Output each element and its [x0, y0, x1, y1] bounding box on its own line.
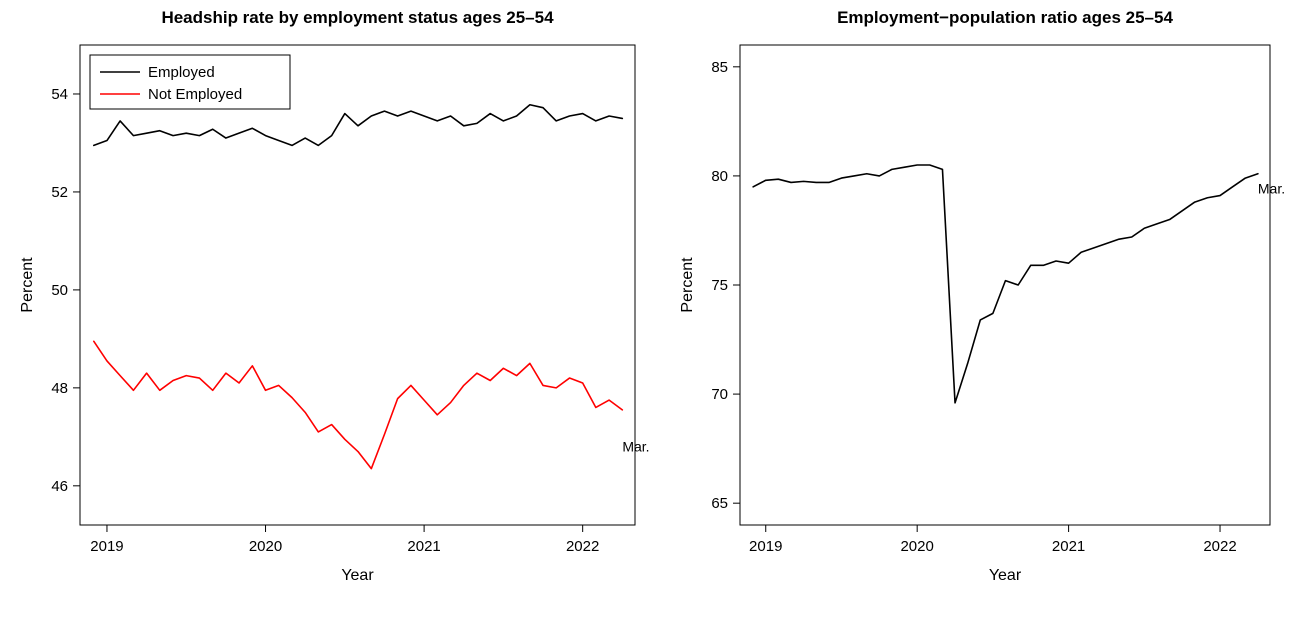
x-tick-label: 2020	[249, 538, 282, 555]
left-panel: 2019 2020 2021 2022 46 48 50 52 54 Headship rat…	[19, 8, 650, 584]
x-tick-label: 2019	[90, 538, 123, 555]
left-series-lines	[94, 105, 623, 469]
y-tick-label: 75	[711, 277, 728, 294]
right-x-ticks: 2019 2020 2021 2022	[749, 525, 1237, 555]
y-tick-label: 48	[51, 380, 68, 397]
dual-panel-chart: 2019 2020 2021 2022 46 48 50 52 54 Headship rat…	[0, 0, 1300, 621]
y-tick-label: 52	[51, 184, 68, 201]
series-line	[753, 165, 1258, 403]
left-annotation-label: Mar.	[622, 439, 649, 455]
left-x-axis-label: Year	[341, 567, 374, 584]
x-tick-label: 2021	[1052, 538, 1085, 555]
legend-item-label: Employed	[148, 64, 215, 81]
x-tick-label: 2022	[1203, 538, 1236, 555]
left-y-ticks: 46 48 50 52 54	[51, 86, 80, 495]
right-y-axis-label: Percent	[679, 257, 696, 313]
right-series-lines	[753, 165, 1258, 403]
x-tick-label: 2019	[749, 538, 782, 555]
y-tick-label: 65	[711, 495, 728, 512]
left-x-ticks: 2019 2020 2021 2022	[90, 525, 599, 555]
left-panel-title: Headship rate by employment status ages …	[161, 8, 554, 27]
series-line	[94, 341, 623, 468]
series-line	[94, 105, 623, 146]
x-tick-label: 2022	[566, 538, 599, 555]
right-y-ticks: 65 70 75 80 85	[711, 59, 740, 512]
left-y-axis-label: Percent	[19, 257, 36, 313]
left-legend: Employed Not Employed	[90, 55, 290, 109]
x-tick-label: 2021	[407, 538, 440, 555]
y-tick-label: 85	[711, 59, 728, 76]
legend-item-label: Not Employed	[148, 86, 242, 103]
y-tick-label: 54	[51, 86, 68, 103]
x-tick-label: 2020	[900, 538, 933, 555]
y-tick-label: 50	[51, 282, 68, 299]
right-annotation-label: Mar.	[1258, 180, 1285, 196]
right-plot-box	[740, 45, 1270, 525]
right-x-axis-label: Year	[989, 567, 1022, 584]
y-tick-label: 70	[711, 386, 728, 403]
right-panel: 2019 2020 2021 2022 65 70 75 80 85 Employment−p…	[679, 8, 1285, 584]
right-panel-title: Employment−population ratio ages 25–54	[837, 8, 1173, 27]
y-tick-label: 46	[51, 478, 68, 495]
y-tick-label: 80	[711, 168, 728, 185]
